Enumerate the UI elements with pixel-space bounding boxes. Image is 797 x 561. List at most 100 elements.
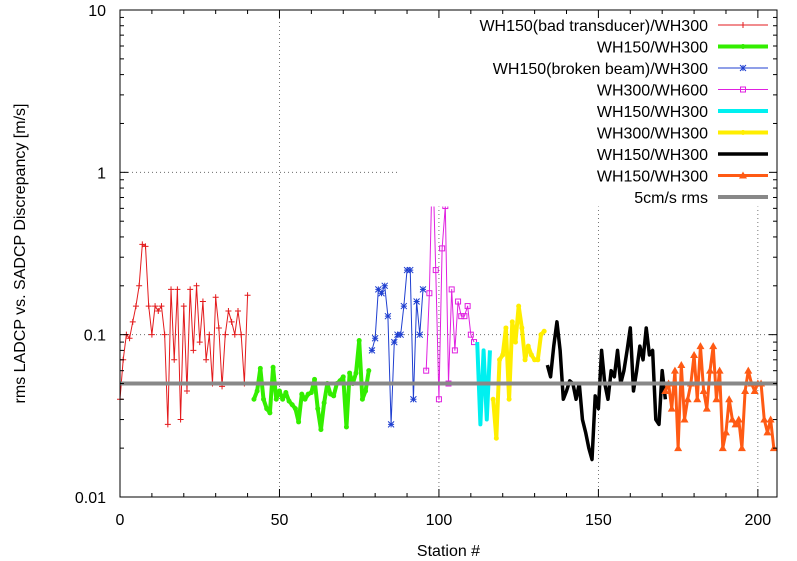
data-point (493, 435, 499, 441)
legend-label: WH150/WH300 (597, 147, 708, 164)
data-point (394, 331, 401, 339)
legend-marker (740, 86, 746, 93)
data-point (158, 303, 165, 310)
data-point (164, 421, 171, 428)
data-point (371, 334, 379, 342)
data-point (528, 352, 534, 358)
data-point (766, 415, 775, 423)
legend-bg (400, 185, 775, 207)
data-point (519, 325, 525, 331)
data-point (400, 302, 408, 310)
data-point (356, 338, 362, 344)
data-point (461, 313, 468, 320)
data-point (126, 335, 133, 342)
legend-label: 5cm/s rms (634, 190, 708, 207)
data-point (709, 342, 718, 350)
series-line (545, 320, 668, 462)
data-point (270, 364, 276, 370)
y-tick-label: 1 (97, 165, 106, 182)
data-point (535, 357, 541, 363)
data-point (353, 370, 359, 376)
data-point (706, 366, 715, 374)
data-point (264, 406, 270, 412)
x-tick-label: 50 (271, 512, 289, 529)
data-point (254, 388, 260, 394)
legend-bg (400, 13, 775, 35)
x-axis-title: Station # (417, 543, 480, 560)
data-point (750, 386, 759, 394)
data-point (155, 307, 162, 314)
legend-bg (400, 34, 775, 56)
legend-label: WH150/WH300 (597, 40, 708, 57)
legend-label: WH150/WH300 (597, 104, 708, 121)
data-point (161, 331, 168, 338)
data-point (490, 396, 496, 402)
data-point (203, 356, 210, 363)
data-point (132, 303, 139, 310)
data-point (180, 303, 187, 310)
data-point (718, 444, 727, 452)
data-point (366, 368, 372, 374)
data-point (763, 428, 772, 436)
data-point (670, 366, 679, 374)
data-point (148, 331, 155, 338)
data-point (196, 339, 203, 346)
legend-marker (739, 171, 747, 179)
data-point (331, 393, 337, 399)
data-point (503, 325, 509, 331)
data-point (416, 331, 424, 339)
data-point (384, 312, 392, 320)
series-layer (117, 150, 778, 462)
data-point (693, 395, 702, 403)
data-point (509, 319, 515, 325)
y-axis-title: rms LADCP vs. SADCP Discrepancy [m/s] (12, 104, 29, 404)
data-point (413, 298, 420, 305)
data-point (741, 386, 750, 394)
data-point (312, 376, 318, 382)
series-line (663, 344, 776, 450)
data-point (152, 303, 159, 310)
data-point (374, 286, 382, 293)
data-point (760, 415, 769, 423)
data-point (251, 396, 257, 402)
data-point (212, 294, 219, 301)
data-point (702, 404, 711, 412)
plot-frame (119, 9, 778, 498)
x-tick-label: 0 (116, 512, 125, 529)
data-point (174, 286, 181, 293)
data-point (680, 415, 689, 423)
data-point (734, 415, 743, 423)
data-point (347, 370, 353, 376)
x-tick-label: 150 (585, 512, 612, 529)
data-point (725, 395, 734, 403)
data-point (419, 286, 427, 293)
data-point (206, 331, 213, 338)
data-point (139, 241, 146, 248)
data-point (299, 391, 305, 397)
data-point (426, 290, 433, 297)
data-point (712, 395, 721, 403)
data-point (406, 266, 414, 274)
data-point (683, 395, 692, 403)
legend-label: WH150(broken beam)/WH300 (493, 61, 708, 78)
y-tick-label: 0.01 (75, 490, 106, 507)
data-point (455, 298, 462, 305)
data-point (187, 286, 194, 293)
data-point (699, 386, 708, 394)
data-point (276, 388, 282, 394)
data-point (215, 324, 222, 331)
data-point (381, 282, 389, 290)
y-tick-label: 10 (88, 3, 106, 20)
legend-label: WH300/WH600 (597, 83, 708, 100)
data-point (296, 419, 302, 425)
legend-marker (740, 44, 746, 49)
data-point (231, 331, 238, 338)
data-point (308, 390, 314, 396)
data-point (286, 398, 292, 404)
data-point (302, 396, 308, 402)
data-point (168, 286, 175, 293)
data-point (244, 292, 251, 299)
data-point (541, 328, 547, 334)
data-point (238, 331, 245, 338)
data-point (410, 395, 417, 403)
